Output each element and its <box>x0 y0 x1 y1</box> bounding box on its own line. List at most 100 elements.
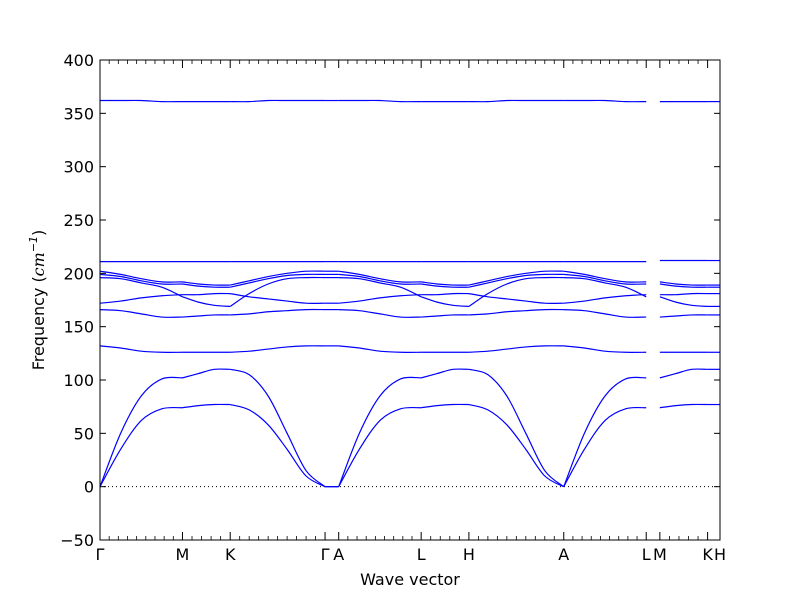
band-line-seg0-b0 <box>99 376 183 487</box>
band-line-seg1-b5 <box>182 296 231 307</box>
band-line-seg2-b0 <box>230 368 326 488</box>
y-axis-title: Frequency (cm−1) <box>27 230 48 371</box>
band-line-seg6-b6 <box>468 273 564 288</box>
x-tick-label: M <box>176 545 190 564</box>
y-tick-label: 350 <box>63 104 94 123</box>
band-line-seg7-b4 <box>563 294 647 304</box>
band-line-seg4-b9 <box>338 99 422 103</box>
band-line-seg2-b5 <box>229 276 326 307</box>
band-line-seg7-b9 <box>563 99 647 103</box>
band-line-seg0-b1 <box>99 406 183 487</box>
band-line-seg6-b5 <box>468 276 564 307</box>
y-tick-label: 150 <box>63 318 94 337</box>
band-line-seg4-b7 <box>338 270 422 283</box>
x-tick-label: H <box>714 545 726 564</box>
x-tick-label: L <box>417 545 426 564</box>
band-line-seg5-b4 <box>421 292 469 296</box>
band-line-seg8-b6 <box>659 283 708 288</box>
band-line-seg6-b4 <box>468 293 564 304</box>
x-tick-label: M <box>653 545 667 564</box>
y-tick-label: 50 <box>74 424 94 443</box>
plot-frame <box>99 59 721 541</box>
band-line-seg0-b6 <box>99 273 183 285</box>
band-line-seg5-b5 <box>420 296 469 307</box>
band-line-seg0-b9 <box>100 99 183 103</box>
band-line-seg8-b1 <box>659 403 708 409</box>
band-line-seg2-b4 <box>230 293 326 304</box>
band-line-seg1-b0 <box>182 368 231 379</box>
y-axis-title-exp: −1 <box>27 236 40 252</box>
band-line-seg2-b3 <box>230 308 326 316</box>
band-line-seg2-b9 <box>230 99 326 103</box>
y-tick-label: 200 <box>63 264 94 283</box>
y-tick-label: 250 <box>63 211 94 230</box>
band-line-seg7-b7 <box>563 270 647 283</box>
band-line-seg5-b1 <box>421 403 469 409</box>
y-axis-title-prefix: Frequency ( <box>29 276 48 370</box>
band-line-seg7-b5 <box>563 277 647 298</box>
band-line-seg6-b9 <box>468 99 564 103</box>
band-line-seg6-b7 <box>468 270 564 286</box>
x-tick-label: Γ <box>96 545 105 564</box>
band-line-seg5-b0 <box>421 368 469 379</box>
x-tick-label: H <box>463 545 475 564</box>
band-line-seg2-b1 <box>230 403 326 488</box>
band-line-seg4-b0 <box>338 376 422 487</box>
y-tick-label: 0 <box>84 478 94 497</box>
band-line-seg0-b4 <box>99 294 183 304</box>
x-tick-label: L <box>642 545 651 564</box>
band-line-seg4-b5 <box>338 277 422 298</box>
band-line-seg8-b4 <box>659 292 708 296</box>
x-axis-title: Wave vector <box>360 570 460 589</box>
band-line-seg6-b3 <box>468 308 564 316</box>
y-axis-title-suffix: ) <box>29 230 48 236</box>
y-tick-label: 300 <box>63 158 94 177</box>
band-line-seg5-b6 <box>421 283 469 288</box>
band-line-seg8-b0 <box>659 368 708 379</box>
band-line-seg6-b0 <box>468 368 565 488</box>
band-line-seg1-b4 <box>182 292 231 296</box>
band-line-seg6-b2 <box>468 345 564 353</box>
plot-area <box>99 99 720 488</box>
band-line-seg4-b4 <box>338 294 422 304</box>
band-line-seg5-b3 <box>421 314 469 318</box>
y-axis: −50 0 50 100 150 200 250 300 350 400 <box>60 51 720 550</box>
band-line-seg1-b7 <box>182 281 231 286</box>
band-line-seg0-b5 <box>99 277 183 298</box>
band-line-seg7-b0 <box>563 376 647 487</box>
band-line-seg4-b6 <box>338 273 422 285</box>
band-line-seg4-b3 <box>338 309 422 318</box>
band-line-seg0-b2 <box>99 345 183 353</box>
band-line-seg1-b1 <box>182 403 231 409</box>
x-tick-label: Γ <box>321 545 330 564</box>
y-tick-label: 400 <box>63 51 94 70</box>
band-line-seg1-b3 <box>182 314 231 318</box>
x-tick-label: K <box>702 545 713 564</box>
band-line-seg8-b5 <box>659 296 708 307</box>
x-tick-label: K <box>225 545 236 564</box>
x-tick-label: A <box>558 545 569 564</box>
band-line-seg4-b2 <box>338 345 422 353</box>
band-line-seg7-b1 <box>563 406 647 487</box>
band-line-seg4-b1 <box>338 406 422 487</box>
band-line-seg0-b7 <box>99 270 183 283</box>
band-line-seg6-b1 <box>468 403 565 488</box>
band-line-seg2-b7 <box>230 270 326 286</box>
band-line-seg2-b6 <box>230 273 326 288</box>
y-tick-label: 100 <box>63 371 94 390</box>
band-line-seg7-b6 <box>563 273 647 285</box>
band-line-seg1-b6 <box>182 283 231 288</box>
band-line-seg8-b3 <box>659 314 708 318</box>
y-tick-label: −50 <box>60 531 94 550</box>
band-line-seg5-b7 <box>421 281 469 286</box>
x-tick-label: A <box>333 545 344 564</box>
band-line-seg7-b2 <box>563 345 647 353</box>
band-line-seg7-b3 <box>563 309 647 318</box>
band-line-seg8-b7 <box>659 281 708 286</box>
y-axis-title-var: cm <box>29 252 48 276</box>
band-line-seg2-b2 <box>230 345 326 353</box>
band-line-seg0-b3 <box>99 309 183 318</box>
